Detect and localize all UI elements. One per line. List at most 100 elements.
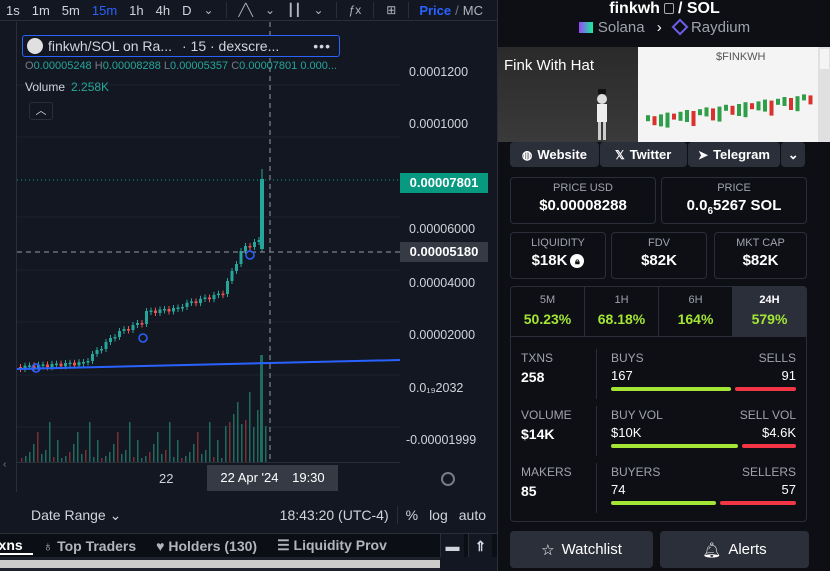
- more-icon[interactable]: •••: [313, 38, 331, 54]
- volume-bar: [25, 456, 27, 462]
- volume-bar: [125, 450, 127, 462]
- time-axis[interactable]: 22 22 Apr '24 19:30: [17, 462, 400, 492]
- symbol-legend[interactable]: finkwh/SOL on Ra... · 15 · dexscre... ••…: [22, 35, 340, 57]
- character-figure: [597, 89, 607, 140]
- horizontal-scrollbar[interactable]: [0, 557, 440, 571]
- makers-value: 85: [521, 483, 537, 499]
- timeframe-4h[interactable]: 4h: [155, 2, 171, 18]
- banner-candle: [717, 106, 722, 122]
- tab-holders[interactable]: ♥ Holders (130): [146, 538, 267, 554]
- sell-vol-bar: [742, 444, 796, 448]
- sells-label: SELLS: [758, 351, 796, 365]
- timeframe-15m[interactable]: 15m: [91, 2, 118, 18]
- scrollbar-thumb[interactable]: [0, 560, 440, 568]
- candle-body: [91, 354, 94, 361]
- candle-body: [145, 311, 148, 324]
- high-value: 0.00008288: [102, 60, 161, 72]
- sell-vol-label: SELL VOL: [739, 408, 796, 422]
- chevron-down-icon: ⌄: [109, 506, 122, 523]
- price-tick: 0.00006000: [409, 222, 476, 236]
- telegram-icon: ➤: [698, 147, 709, 162]
- volume-bar: [257, 410, 259, 462]
- volume-bar: [61, 458, 63, 462]
- auto-toggle[interactable]: auto: [458, 507, 486, 523]
- chevron-down-icon[interactable]: ⌄: [203, 3, 214, 17]
- banner-candle: [776, 98, 780, 105]
- volume-bar: [265, 426, 267, 462]
- banner-chart-image: $FINKWH: [638, 47, 818, 142]
- tab-holders-label: Holders (130): [168, 537, 258, 554]
- gear-icon[interactable]: [441, 472, 455, 486]
- tab-txns[interactable]: Txns: [0, 537, 33, 555]
- candle-body: [154, 310, 157, 313]
- candle-body: [32, 365, 36, 369]
- candle-body: [122, 329, 126, 331]
- mc-toggle[interactable]: MC: [462, 2, 483, 18]
- ohlc-readout: O0.00005248 H0.00008288 L0.00005357 C0.0…: [25, 60, 400, 72]
- volume-bar: [225, 426, 227, 462]
- timeframe-1h[interactable]: 1h: [129, 2, 144, 18]
- timeframe-5m[interactable]: 5m: [61, 2, 80, 18]
- volume-bar: [93, 457, 95, 462]
- tab-liquidity-label: Liquidity Prov: [293, 537, 387, 553]
- collapse-legend-button[interactable]: ︿: [29, 102, 53, 120]
- volume-bar: [249, 392, 251, 462]
- timeframe-d[interactable]: D: [182, 2, 192, 18]
- volume-bar: [153, 444, 155, 462]
- mkt-cap-label: MKT CAP: [736, 237, 785, 249]
- crosshair-time-tag: 22 Apr '24 19:30: [207, 465, 338, 491]
- price-axis[interactable]: 0.0001200 0.0001000 0.00007801 0.0000600…: [400, 22, 497, 462]
- price-toggle[interactable]: Price: [419, 2, 452, 18]
- line-chart-icon[interactable]: ╱╲: [238, 3, 253, 17]
- list-icon: ☰: [277, 537, 294, 553]
- minimize-icon[interactable]: ▬: [440, 534, 464, 557]
- lock-icon[interactable]: 🔒︎: [570, 254, 585, 268]
- date-range-button[interactable]: Date Range ⌄: [31, 507, 121, 524]
- bottom-tabs: Txns ♁ Top Traders ♥ Holders (130) ☰ Liq…: [0, 533, 497, 557]
- price-sol-value: 0.065267 SOL: [662, 197, 806, 217]
- chevron-down-icon[interactable]: ⌄: [265, 3, 276, 17]
- banner-candle: [808, 95, 813, 105]
- twitter-button[interactable]: 𝕏 Twitter: [599, 142, 687, 167]
- dex-link[interactable]: Raydium: [690, 19, 751, 36]
- website-button[interactable]: ◍ Website: [510, 142, 599, 167]
- mkt-cap-card: MKT CAP $82K: [714, 232, 807, 279]
- expand-icon[interactable]: ⇑: [468, 534, 492, 557]
- layout-grid-icon[interactable]: ⊞: [386, 3, 397, 17]
- candle-body: [221, 293, 225, 296]
- close-value: 0.00007801: [239, 60, 298, 72]
- period-1h[interactable]: 1H 68.18%: [585, 287, 659, 336]
- watchlist-button[interactable]: ☆ Watchlist: [510, 531, 653, 568]
- buys-value: 167: [611, 368, 633, 383]
- indicators-icon[interactable]: ƒx: [348, 3, 362, 17]
- copy-icon[interactable]: [663, 3, 674, 14]
- period-label: 1H: [614, 294, 629, 306]
- period-6h[interactable]: 6H 164%: [659, 287, 733, 336]
- chevron-left-icon[interactable]: ‹: [3, 459, 7, 470]
- chevron-down-icon[interactable]: ⌄: [313, 3, 324, 17]
- price-sol-card: PRICE 0.065267 SOL: [661, 177, 807, 224]
- volume-label: VOLUME: [521, 408, 572, 422]
- more-links-button[interactable]: ⌄: [781, 142, 805, 167]
- telegram-button[interactable]: ➤ Telegram: [687, 142, 781, 167]
- bell-icon: 🔔︎: [702, 541, 722, 559]
- price-chart[interactable]: [17, 22, 400, 462]
- alerts-button[interactable]: 🔔︎ Alerts: [660, 531, 809, 568]
- drawing-toolbar-strip: ‹: [0, 22, 17, 492]
- period-5m[interactable]: 5M 50.23%: [511, 287, 585, 336]
- tab-liquidity-providers[interactable]: ☰ Liquidity Prov: [267, 537, 397, 554]
- timeframe-1m[interactable]: 1m: [31, 2, 50, 18]
- chain-link[interactable]: Solana: [597, 19, 645, 36]
- banner-candle: [730, 105, 735, 115]
- timeframe-1s[interactable]: 1s: [6, 2, 20, 18]
- period-label: 6H: [688, 294, 703, 306]
- tab-top-traders[interactable]: ♁ Top Traders: [33, 538, 146, 554]
- low-label: L: [163, 60, 171, 72]
- period-24h[interactable]: 24H 579%: [733, 287, 806, 336]
- candle-body: [260, 179, 264, 249]
- percent-toggle[interactable]: %: [405, 507, 419, 523]
- candle-body: [109, 338, 112, 342]
- candlestick-icon[interactable]: ┃┃: [287, 3, 302, 17]
- candle-body: [248, 246, 252, 248]
- log-toggle[interactable]: log: [429, 507, 448, 523]
